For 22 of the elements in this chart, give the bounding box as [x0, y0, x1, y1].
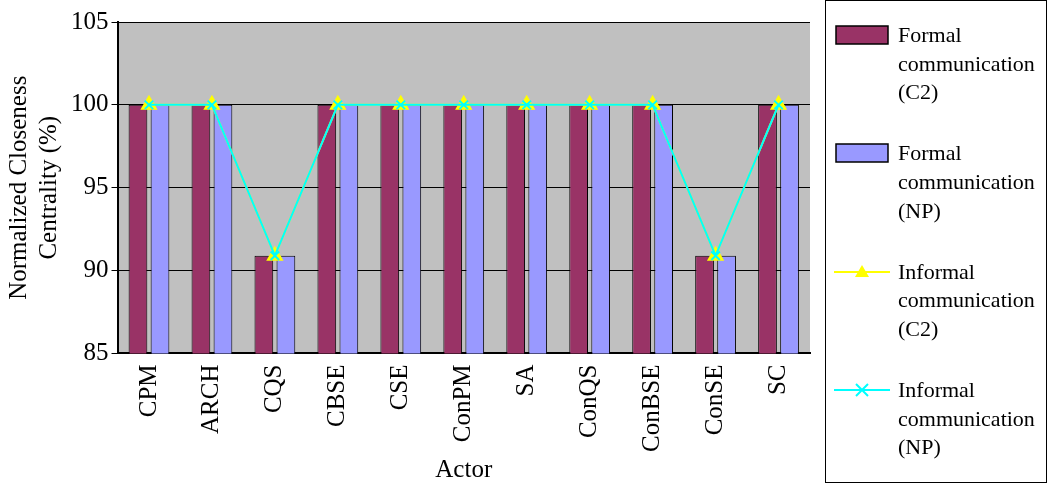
x-tick-label: SC — [763, 364, 791, 396]
y-tick-label: 95 — [83, 172, 109, 200]
x-tick-label: ConPM — [448, 364, 476, 443]
x-axis-title: Actor — [435, 454, 493, 482]
x-tick-label: CBSE — [322, 364, 350, 428]
legend-label: Formal communication (NP) — [898, 139, 1036, 225]
y-tick-label: 90 — [83, 255, 109, 283]
y-axis-title: Normalized Closeness Centrality (%) — [3, 75, 62, 300]
legend-label: Formal communication (C2) — [898, 21, 1036, 107]
x-tick-label: SA — [511, 364, 539, 397]
x-tick-label: ARCH — [196, 364, 224, 434]
x-tick-label: CPM — [133, 364, 161, 418]
x-tick-label: ConQS — [574, 364, 602, 439]
x-tick-label: ConSE — [700, 364, 728, 436]
y-tick-label: 105 — [71, 6, 109, 34]
x-tick-label: ConBSE — [637, 364, 665, 453]
legend-label: Informal communication (NP) — [898, 376, 1036, 462]
y-tick-label: 100 — [71, 89, 109, 117]
x-tick-label: CQS — [259, 364, 287, 414]
x-tick-label: CSE — [385, 364, 413, 411]
y-tick-label: 85 — [83, 338, 109, 366]
legend-label: Informal communication (C2) — [898, 257, 1036, 343]
